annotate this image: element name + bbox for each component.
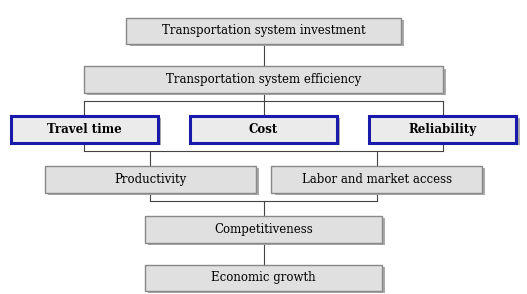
FancyBboxPatch shape [87,69,446,95]
FancyBboxPatch shape [84,66,443,93]
Text: Productivity: Productivity [114,173,187,186]
FancyBboxPatch shape [190,116,337,143]
FancyBboxPatch shape [145,265,382,291]
FancyBboxPatch shape [193,118,340,145]
FancyBboxPatch shape [11,116,158,143]
Text: Competitiveness: Competitiveness [214,223,313,236]
FancyBboxPatch shape [369,116,516,143]
FancyBboxPatch shape [130,20,404,46]
FancyBboxPatch shape [126,18,401,44]
Text: Travel time: Travel time [47,123,122,136]
FancyBboxPatch shape [271,166,482,193]
Text: Cost: Cost [249,123,278,136]
FancyBboxPatch shape [372,118,520,145]
Text: Transportation system efficiency: Transportation system efficiency [166,73,361,86]
Text: Transportation system investment: Transportation system investment [162,24,365,37]
FancyBboxPatch shape [275,168,485,195]
Text: Economic growth: Economic growth [211,271,316,284]
FancyBboxPatch shape [45,166,256,193]
FancyBboxPatch shape [14,118,161,145]
FancyBboxPatch shape [148,218,385,245]
FancyBboxPatch shape [148,267,385,293]
FancyBboxPatch shape [145,216,382,243]
Text: Reliability: Reliability [408,123,477,136]
Text: Labor and market access: Labor and market access [302,173,452,186]
FancyBboxPatch shape [48,168,259,195]
